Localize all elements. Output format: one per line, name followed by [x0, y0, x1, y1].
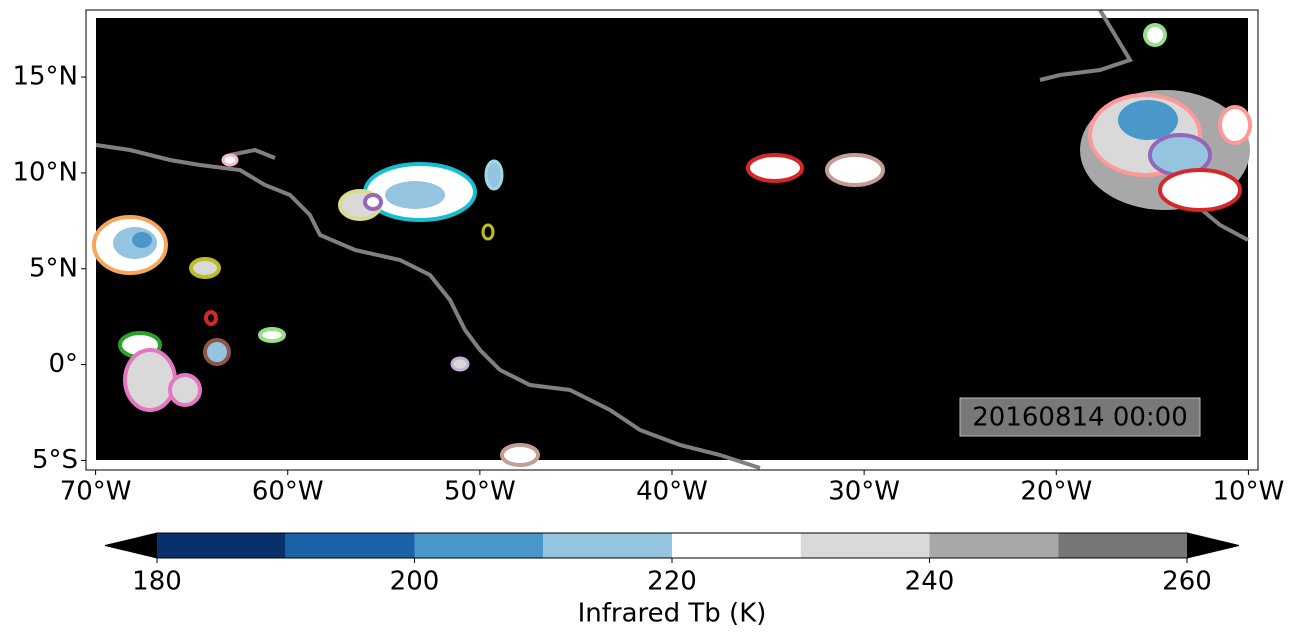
cloud-cells: [92, 23, 1252, 467]
colorbar-segment: [157, 533, 286, 558]
colorbar: 180 200 220 240 260: [104, 532, 1240, 597]
y-tick-label: 5°S: [32, 445, 78, 475]
x-tick-label: 30°W: [828, 477, 900, 507]
colorbar-tick-label: 260: [1162, 567, 1212, 597]
colorbar-tick-label: 220: [647, 567, 697, 597]
colorbar-extend-high: [1187, 533, 1239, 558]
timestamp: 20160814 00:00: [972, 403, 1188, 433]
x-tick-label: 40°W: [636, 477, 708, 507]
x-tick-label: 60°W: [252, 477, 324, 507]
map-margin: [1248, 10, 1258, 470]
colorbar-tick-label: 180: [132, 567, 182, 597]
map-margin: [86, 10, 96, 470]
y-tick-label: 0°: [48, 349, 78, 379]
axes: 70°W 60°W 50°W 40°W 30°W 20°W 10°W 5°S 0° 5°N 10°N…: [12, 9, 1284, 507]
map-frame: [85, 9, 1259, 471]
map-margin: [86, 460, 1258, 470]
colorbar-tick-label: 200: [390, 567, 440, 597]
colorbar-segment: [1058, 533, 1187, 558]
y-tick-label: 5°N: [29, 253, 78, 283]
colorbar-label: Infrared Tb (K): [578, 599, 767, 629]
map-background: [85, 9, 1259, 471]
colorbar-segment: [285, 533, 415, 558]
x-tick-label: 70°W: [60, 477, 132, 507]
colorbar-segment: [414, 533, 544, 558]
x-tick-label: 10°W: [1212, 477, 1284, 507]
timestamp-box: [959, 397, 1201, 437]
colorbar-segment: [543, 533, 672, 558]
map-margin: [86, 10, 1258, 18]
x-tick-label: 50°W: [444, 477, 516, 507]
colorbar-segment: [929, 533, 1059, 558]
colorbar-segment: [800, 533, 930, 558]
y-tick-label: 10°N: [12, 157, 78, 187]
x-tick-label: 20°W: [1020, 477, 1092, 507]
y-tick-label: 15°N: [12, 62, 78, 92]
colorbar-extend-low: [105, 533, 157, 558]
colorbar-segment: [672, 533, 801, 558]
colorbar-tick-label: 240: [905, 567, 955, 597]
